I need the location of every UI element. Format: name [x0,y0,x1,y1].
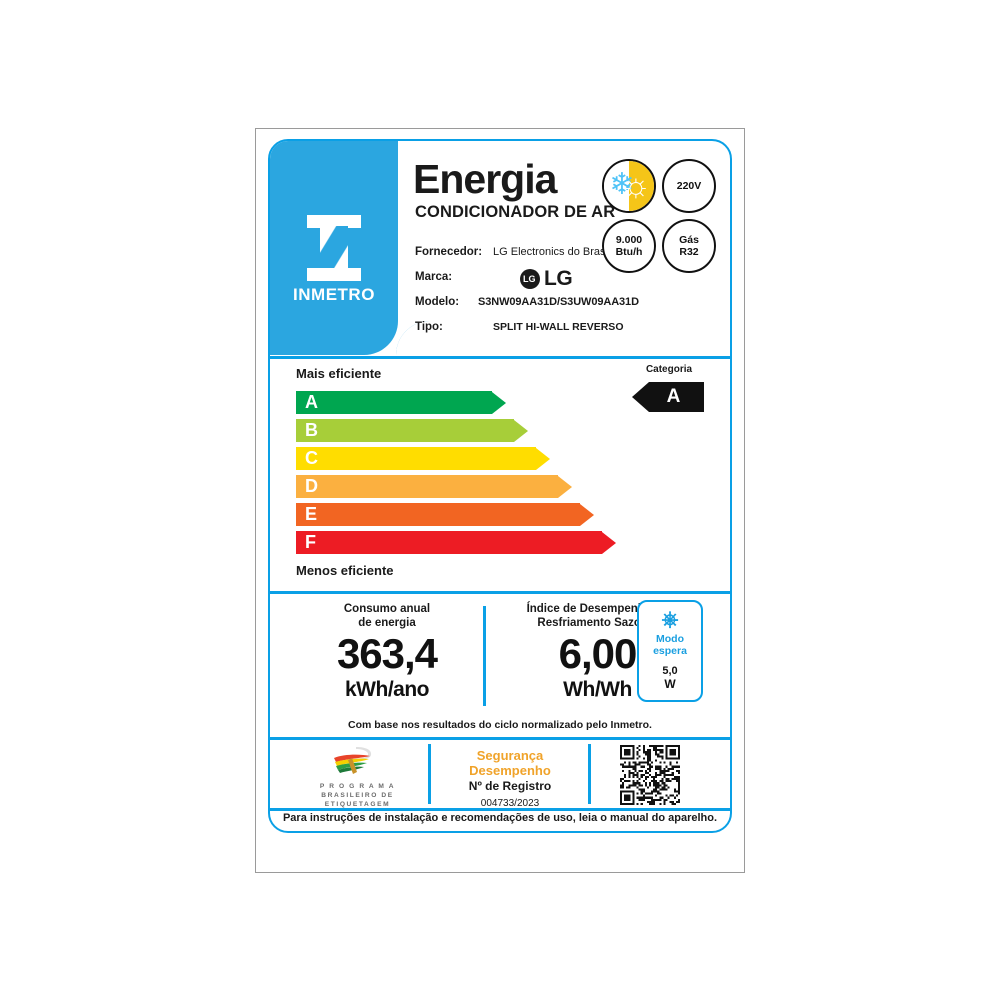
efficiency-band-b: B [296,419,626,442]
metric-indice-caption-line1: Índice de Desempenho de [526,603,669,615]
band-letter-a: A [305,392,318,412]
seal-registro-value: 004733/2023 [480,798,540,809]
categoria-value: A [666,386,681,407]
metric-consumo-caption-line2: de energia [358,617,416,629]
basis-note: Com base nos resultados do ciclo normali… [348,719,652,731]
pbe-line2: BRASILEIRO DE [321,792,394,799]
pbe-program-block: P R O G R A M A BRASILEIRO DE ETIQUETAGE… [300,746,415,809]
badge-gas-text: Gás R32 [679,234,699,258]
seal-line-desempenho: Desempenho [469,763,551,778]
energy-label-card: INMETRO Energia CONDICIONADOR DE AR Forn… [268,139,732,833]
pbe-line1: P R O G R A M A [319,783,396,790]
categoria-label: Categoria [645,364,693,375]
metric-indice-unit: Wh/Wh [563,678,632,701]
efficiency-band-a: A [296,391,626,414]
metrics-section: Consumo anual de energia 363,4 kWh/ano Í… [270,594,730,719]
spec-value-fornecedor: LG Electronics do Brasil [493,246,611,258]
spec-row-modelo: Modelo: S3NW09AA31D/S3UW09AA31D [415,296,685,321]
standby-label-line2: espera [653,645,687,657]
inmetro-panel-notch [396,321,430,357]
spec-list: Fornecedor: LG Electronics do Brasil Mar… [415,246,685,346]
badge-gas-line2: R32 [679,246,699,258]
metric-annual-consumption: Consumo anual de energia 363,4 kWh/ano [298,602,476,702]
spec-label-fornecedor: Fornecedor: [415,246,483,258]
scale-divider [270,591,730,594]
spec-row-fornecedor: Fornecedor: LG Electronics do Brasil [415,246,685,271]
scale-most-efficient-label: Mais eficiente [296,366,382,381]
spec-value-marca: LG [544,267,573,290]
seal-registro-label: Nº de Registro [468,779,552,793]
pbe-line3: ETIQUETAGEM [324,801,391,808]
categoria-arrow-badge: A [632,382,704,412]
band-letter-d: D [305,476,318,496]
standby-value: 5,0 [662,665,678,677]
spec-row-tipo: Tipo: SPLIT HI-WALL REVERSO [415,321,685,346]
power-icon: ⎈ [661,608,679,631]
spec-value-tipo: SPLIT HI-WALL REVERSO [493,321,624,333]
band-letter-c: C [305,448,318,468]
efficiency-band-e: E [296,503,626,526]
page-title: Energia [413,156,557,202]
badge-voltage-text: 220V [676,180,702,192]
metrics-divider [270,737,730,740]
scale-least-efficient-label: Menos eficiente [296,563,394,578]
metric-consumo-caption-line1: Consumo anual [343,603,431,615]
footer-divider-1 [428,744,431,804]
efficiency-band-f: F [296,531,626,554]
metric-consumo-unit: kWh/ano [345,678,430,701]
arrow-left-icon [632,382,649,412]
band-letter-f: F [305,532,316,552]
metric-indice-caption-line2: Resfriamento Sazonal [537,617,658,629]
spec-row-marca: Marca: LG [415,267,685,296]
metric-indice-value: 6,00 [558,630,638,677]
pbe-ribbon-icon [326,746,390,780]
inmetro-logo: INMETRO [270,215,398,305]
spec-value-modelo: S3NW09AA31D/S3UW09AA31D [478,296,639,308]
spec-label-marca: Marca: [415,271,453,283]
label-header: INMETRO Energia CONDICIONADOR DE AR Forn… [270,141,730,357]
lg-circle-icon [520,269,540,289]
badge-heat-cool-mode: ❄ ☼ [602,159,656,213]
instruction-note: Para instruções de instalação e recomend… [282,812,718,824]
seal-line-seguranca: Segurança [476,748,544,763]
badge-capacity: 9.000 Btu/h [602,219,656,273]
band-letter-e: E [305,504,318,524]
metric-consumo-value: 363,4 [336,630,438,677]
snowflake-sun-icon: ❄ ☼ [604,161,654,211]
metric-consumo-caption: Consumo anual de energia [298,602,476,630]
badge-gas-line1: Gás [679,234,699,246]
metric-indice-caption: Índice de Desempenho de Resfriamento Saz… [495,602,700,630]
band-letter-b: B [305,420,318,440]
badge-capacity-text: 9.000 Btu/h [616,234,643,258]
standby-label: Modo espera [639,633,701,657]
badge-capacity-line2: Btu/h [615,246,643,258]
footer-divider-2 [588,744,591,804]
efficiency-band-d: D [296,475,626,498]
standby-label-line1: Modo [656,633,684,645]
metric-seasonal-performance: Índice de Desempenho de Resfriamento Saz… [495,602,700,702]
badge-capacity-line1: 9.000 [615,234,643,246]
metric-vertical-divider [483,606,486,706]
spec-label-modelo: Modelo: [415,296,460,308]
header-divider [270,356,730,359]
sun-icon: ☼ [620,166,652,203]
pbe-program-text: P R O G R A M A BRASILEIRO DE ETIQUETAGE… [300,782,415,809]
spec-label-tipo: Tipo: [415,321,443,333]
standby-mode-box: ⎈ Modo espera 5,0 W [637,600,703,702]
lg-brand-logo: LG [520,267,573,291]
snowflake-icon: ❄ [609,168,635,201]
safety-performance-seal: Segurança Desempenho Nº de Registro 0047… [440,748,580,811]
inmetro-mark-icon [303,215,365,281]
inmetro-wordmark: INMETRO [293,285,375,304]
badge-voltage: 220V [662,159,716,213]
label-footer: P R O G R A M A BRASILEIRO DE ETIQUETAGE… [270,740,730,811]
label-subtitle: CONDICIONADOR DE AR [415,203,616,221]
standby-unit: W [664,677,676,691]
efficiency-band-c: C [296,447,626,470]
badge-refrigerant-gas: Gás R32 [662,219,716,273]
qr-code-icon[interactable] [620,745,680,805]
footer-divider [270,808,730,811]
